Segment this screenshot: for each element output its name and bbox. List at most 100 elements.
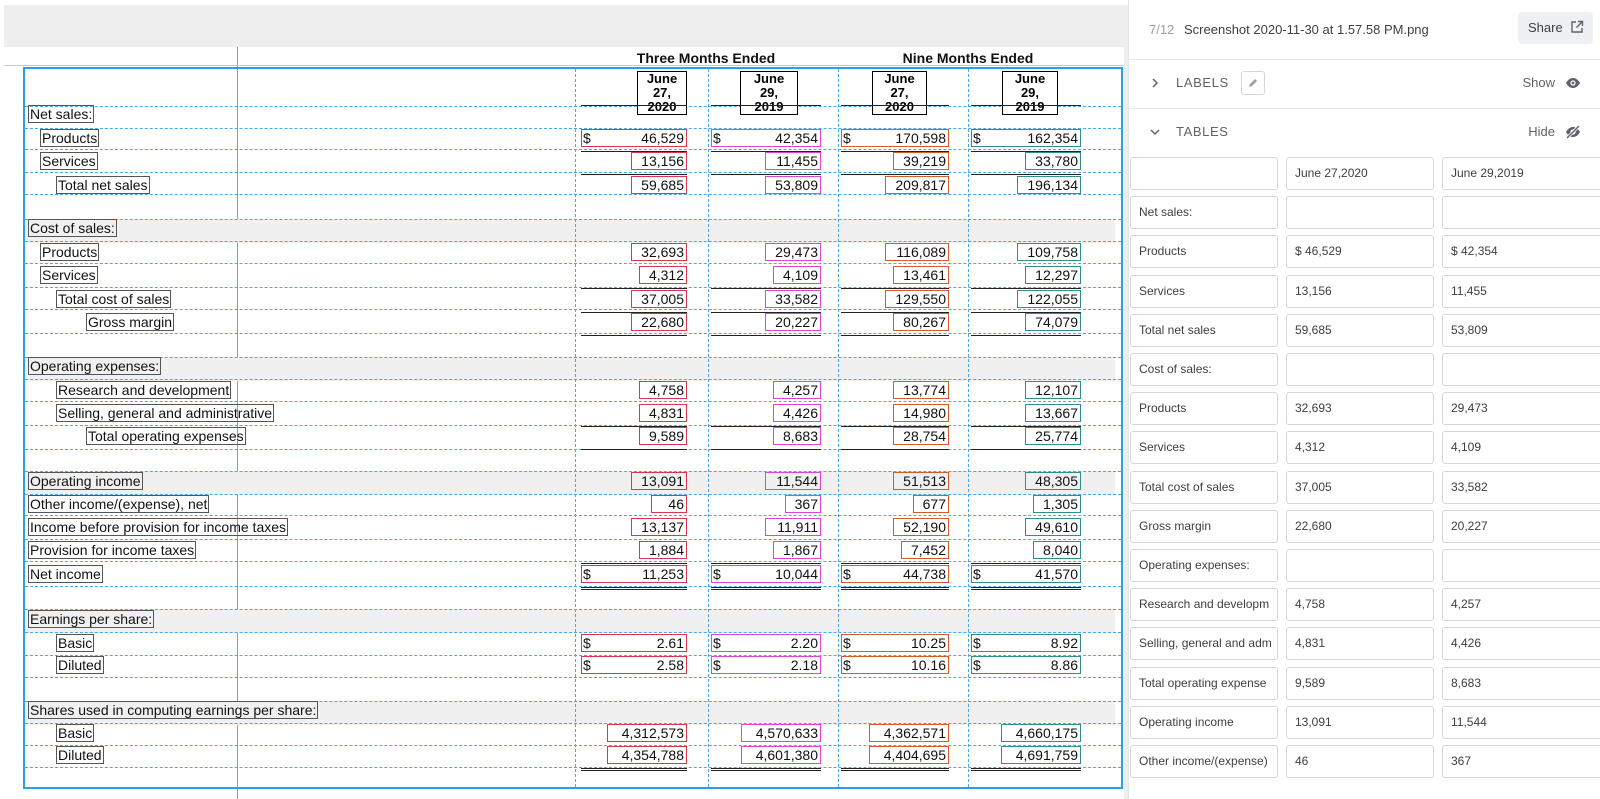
value-cell[interactable]: 29,473 [765, 243, 821, 261]
labels-show-toggle[interactable]: Show [1522, 75, 1555, 90]
value-cell[interactable]: $2.20 [711, 634, 821, 652]
row-label[interactable]: Products [40, 243, 100, 261]
value-cell[interactable]: 13,091 [631, 472, 687, 490]
value-cell[interactable]: 46 [651, 495, 687, 513]
value-cell[interactable]: 4,660,175 [1001, 724, 1081, 742]
value-cell[interactable]: 8,040 [1033, 541, 1081, 559]
table-cell-input[interactable] [1286, 353, 1434, 386]
row-label[interactable]: Products [40, 129, 100, 147]
row-label[interactable]: Services [40, 152, 98, 170]
value-cell[interactable]: 11,911 [765, 518, 821, 536]
table-cell-input[interactable]: 29,473 [1442, 392, 1600, 426]
table-cell-input[interactable]: $ 42,354 [1442, 235, 1600, 269]
table-cell-input[interactable]: 46 [1286, 745, 1434, 778]
row-label[interactable]: Diluted [56, 656, 104, 674]
value-cell[interactable]: 4,312,573 [607, 724, 687, 742]
column-header[interactable]: June 29, 2019 [1002, 71, 1058, 115]
table-cell-input[interactable] [1286, 549, 1434, 582]
table-cell-input[interactable]: Total cost of sales [1130, 470, 1278, 504]
value-cell[interactable]: 4,362,571 [869, 724, 949, 742]
table-selection-frame[interactable]: June 27, 2020 June 29, 2019 June 27, 2020 June… [23, 67, 1123, 789]
table-cell-input[interactable] [1286, 196, 1434, 230]
value-cell[interactable]: 4,404,695 [869, 746, 949, 764]
value-cell[interactable]: 80,267 [893, 313, 949, 331]
table-cell-input[interactable]: 20,227 [1442, 509, 1600, 543]
table-cell-input[interactable]: Operating income [1130, 705, 1278, 739]
table-cell-input[interactable]: 4,312 [1286, 431, 1434, 465]
value-cell[interactable]: 4,312 [639, 266, 687, 284]
row-label[interactable]: Selling, general and administrative [56, 404, 275, 422]
table-header-cell[interactable]: June 29,2019 [1442, 157, 1600, 190]
row-label[interactable]: Total cost of sales [56, 290, 172, 308]
table-cell-input[interactable]: Net sales: [1130, 196, 1278, 230]
row-label[interactable]: Research and development [56, 381, 232, 399]
value-cell[interactable]: $8.86 [971, 656, 1081, 674]
share-button[interactable]: Share [1518, 12, 1593, 44]
table-cell-input[interactable]: 53,809 [1442, 313, 1600, 347]
value-cell[interactable]: 116,089 [885, 243, 949, 261]
row-label[interactable]: Provision for income taxes [28, 541, 197, 559]
value-cell[interactable]: 209,817 [885, 176, 949, 194]
table-cell-input[interactable]: 11,455 [1442, 274, 1600, 308]
eye-icon[interactable] [1565, 75, 1581, 91]
value-cell[interactable]: 13,461 [893, 266, 949, 284]
table-cell-input[interactable]: 33,582 [1442, 470, 1600, 504]
value-cell[interactable]: 4,831 [639, 404, 687, 422]
value-cell[interactable]: 14,980 [893, 404, 949, 422]
value-cell[interactable]: 4,426 [773, 404, 821, 422]
value-cell[interactable]: 59,685 [631, 176, 687, 194]
row-label[interactable]: Net sales: [28, 105, 95, 123]
value-cell[interactable]: 33,780 [1025, 152, 1081, 170]
value-cell[interactable]: 22,680 [631, 313, 687, 331]
value-cell[interactable]: 12,107 [1025, 381, 1081, 399]
table-cell-input[interactable]: 13,156 [1286, 274, 1434, 308]
table-cell-input[interactable]: 4,758 [1286, 588, 1434, 622]
value-cell[interactable]: 1,867 [773, 541, 821, 559]
value-cell[interactable]: 13,667 [1025, 404, 1081, 422]
table-cell-input[interactable]: 9,589 [1286, 666, 1434, 700]
table-cell-input[interactable]: 22,680 [1286, 509, 1434, 543]
value-cell[interactable]: 11,455 [765, 152, 821, 170]
table-cell-input[interactable]: Cost of sales: [1130, 353, 1278, 386]
row-label[interactable]: Gross margin [86, 313, 175, 331]
row-label[interactable]: Services [40, 266, 98, 284]
value-cell[interactable]: 1,884 [639, 541, 687, 559]
value-cell[interactable]: $44,738 [841, 565, 949, 583]
table-cell-input[interactable] [1442, 353, 1600, 386]
column-header[interactable]: June 27, 2020 [872, 71, 927, 115]
table-cell-input[interactable]: Total net sales [1130, 313, 1278, 347]
value-cell[interactable]: $46,529 [581, 129, 687, 147]
value-cell[interactable]: 39,219 [893, 152, 949, 170]
value-cell[interactable]: 122,055 [1017, 290, 1081, 308]
table-cell-input[interactable]: Gross margin [1130, 509, 1278, 543]
tables-hide-toggle[interactable]: Hide [1528, 124, 1555, 139]
value-cell[interactable]: $2.61 [581, 634, 687, 652]
table-cell-input[interactable]: 37,005 [1286, 470, 1434, 504]
value-cell[interactable]: $170,598 [841, 129, 949, 147]
table-cell-input[interactable]: Selling, general and adm [1130, 627, 1278, 661]
table-cell-input[interactable]: $ 46,529 [1286, 235, 1434, 269]
row-label[interactable]: Operating income [28, 472, 143, 490]
value-cell[interactable]: 53,809 [765, 176, 821, 194]
value-cell[interactable]: 4,601,380 [741, 746, 821, 764]
value-cell[interactable]: 52,190 [893, 518, 949, 536]
row-label[interactable]: Net income [28, 565, 103, 583]
value-cell[interactable]: 20,227 [765, 313, 821, 331]
value-cell[interactable]: $11,253 [581, 565, 687, 583]
value-cell[interactable]: 4,691,759 [1001, 746, 1081, 764]
table-cell-input[interactable]: Research and developm [1130, 588, 1278, 622]
table-cell-input[interactable]: 8,683 [1442, 666, 1600, 700]
table-cell-input[interactable]: 4,109 [1442, 431, 1600, 465]
value-cell[interactable]: 48,305 [1025, 472, 1081, 490]
value-cell[interactable]: 4,758 [639, 381, 687, 399]
row-label[interactable]: Cost of sales: [28, 219, 117, 237]
value-cell[interactable]: 8,683 [773, 427, 821, 445]
value-cell[interactable]: 33,582 [765, 290, 821, 308]
value-cell[interactable]: 28,754 [893, 427, 949, 445]
table-header-cell[interactable]: June 27,2020 [1286, 157, 1434, 190]
value-cell[interactable]: $10.25 [841, 634, 949, 652]
value-cell[interactable]: 1,305 [1033, 495, 1081, 513]
value-cell[interactable]: 367 [785, 495, 821, 513]
value-cell[interactable]: 13,137 [631, 518, 687, 536]
table-cell-input[interactable]: Operating expenses: [1130, 549, 1278, 582]
